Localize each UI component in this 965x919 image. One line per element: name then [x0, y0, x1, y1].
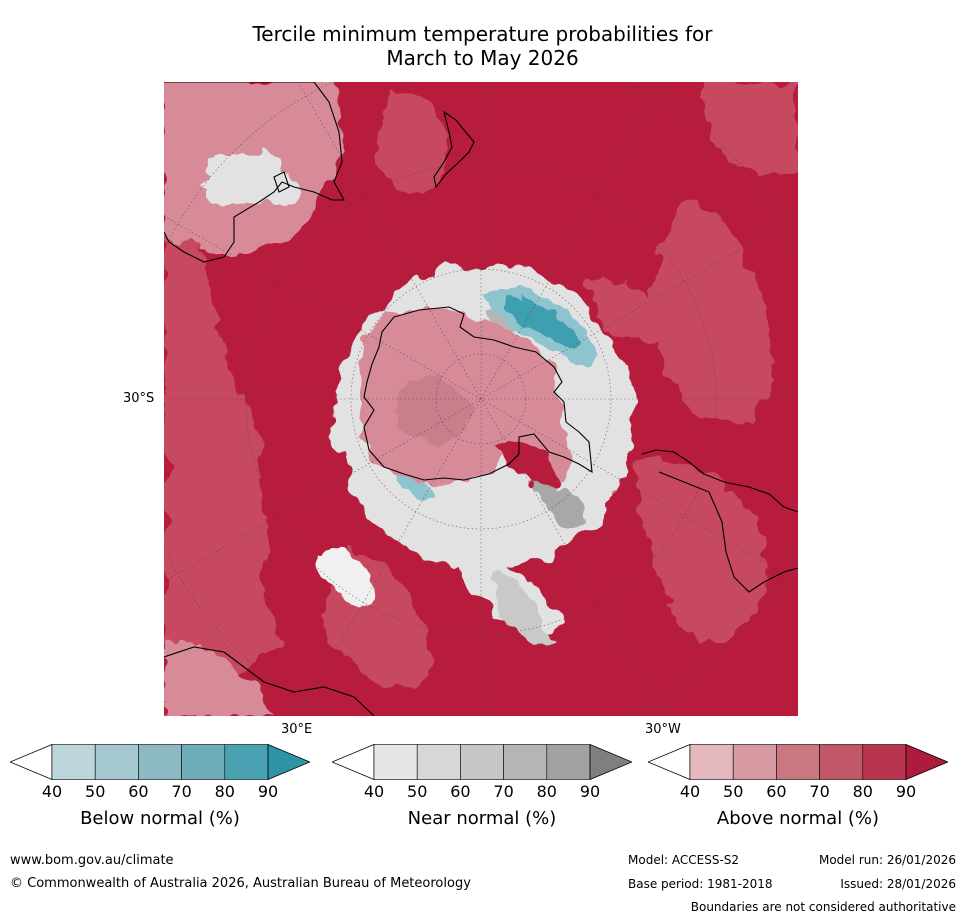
- africa-coastline: [164, 646, 375, 716]
- colorbar-tick-label: 70: [493, 782, 514, 801]
- colorbar-svg: [648, 744, 948, 780]
- colorbar-svg: [332, 744, 632, 780]
- colorbar-tick-label: 60: [450, 782, 471, 801]
- colorbar-tick-label: 40: [363, 782, 385, 801]
- new-zealand-coastline: [433, 110, 475, 189]
- colorbar-title-above: Above normal (%): [716, 808, 880, 829]
- colorbar-segment: [689, 744, 734, 780]
- south-america-coastline: [641, 449, 798, 593]
- colorbar-segment: [503, 744, 548, 780]
- colorbar-segment: [819, 744, 864, 780]
- colorbar-extend-high: [267, 744, 310, 780]
- colorbar-tick-label: 80: [536, 782, 557, 801]
- footer-model-run: Model run: 26/01/2026: [818, 853, 956, 867]
- colorbar-tick-label: 70: [809, 782, 830, 801]
- land-patches: [164, 460, 766, 716]
- colorbar-extend-low: [332, 744, 375, 780]
- colorbar-tick-label: 50: [407, 782, 428, 801]
- colorbar-extend-high: [589, 744, 632, 780]
- colorbar-extend-low: [648, 744, 691, 780]
- colorbar-tick-label: 70: [171, 782, 192, 801]
- graticule: [164, 82, 798, 716]
- antarctica-coastline: [363, 306, 593, 481]
- colorbar-segment: [224, 744, 269, 780]
- colorbar-segment: [776, 744, 820, 780]
- colorbar-segment: [51, 744, 96, 780]
- lat-label-30s: 30°S: [123, 391, 155, 406]
- colorbar-tick-label: 50: [723, 782, 744, 801]
- colorbar-tick-label: 90: [579, 782, 601, 801]
- colorbar-segment: [416, 744, 461, 780]
- title-line-2: March to May 2026: [386, 46, 579, 70]
- colorbar-extend-low: [10, 744, 53, 780]
- footer-copyright: © Commonwealth of Australia 2026, Austra…: [10, 876, 471, 891]
- colorbar-segment: [138, 744, 182, 780]
- colorbar-segment: [460, 744, 504, 780]
- colorbar-tick-label: 40: [41, 782, 63, 801]
- colorbar-near-normal: [332, 744, 632, 780]
- below-normal-patches: [394, 289, 597, 499]
- colorbar-above-normal: [648, 744, 948, 780]
- colorbar-tick-label: 40: [679, 782, 701, 801]
- footer-base-period: Base period: 1981-2018: [628, 877, 773, 891]
- probability-map: [164, 82, 798, 716]
- lon-label-30w: 30°W: [645, 722, 681, 737]
- map-title: Tercile minimum temperature probabilitie…: [0, 22, 965, 70]
- colorbar-segment: [94, 744, 139, 780]
- tasmania-coastline: [273, 171, 290, 193]
- colorbar-extend-high: [905, 744, 948, 780]
- above-mid-patches: [164, 82, 798, 688]
- map-svg: [164, 82, 798, 716]
- colorbar-segment: [862, 744, 907, 780]
- footer-issued: Issued: 28/01/2026: [840, 877, 956, 891]
- title-line-1: Tercile minimum temperature probabilitie…: [252, 22, 713, 46]
- colorbar-svg: [10, 744, 310, 780]
- colorbar-segment: [181, 744, 226, 780]
- colorbar-tick-label: 90: [257, 782, 279, 801]
- colorbar-tick-label: 80: [214, 782, 235, 801]
- colorbar-tick-label: 60: [128, 782, 149, 801]
- footer-website: www.bom.gov.au/climate: [10, 853, 174, 868]
- colorbar-tick-label: 90: [895, 782, 917, 801]
- colorbar-segment: [546, 744, 591, 780]
- footer-model: Model: ACCESS-S2: [628, 853, 740, 867]
- colorbar-tick-label: 60: [766, 782, 787, 801]
- coastlines: [164, 82, 798, 716]
- footer-disclaimer: Boundaries are not considered authoritat…: [690, 900, 956, 914]
- colorbar-segment: [732, 744, 777, 780]
- colorbar-segment: [373, 744, 418, 780]
- colorbar-title-below: Below normal (%): [80, 808, 240, 829]
- colorbar-below-normal: [10, 744, 310, 780]
- colorbar-tick-label: 50: [85, 782, 106, 801]
- colorbar-tick-label: 80: [852, 782, 873, 801]
- lon-label-30e: 30°E: [281, 722, 313, 737]
- colorbar-title-near: Near normal (%): [407, 808, 557, 829]
